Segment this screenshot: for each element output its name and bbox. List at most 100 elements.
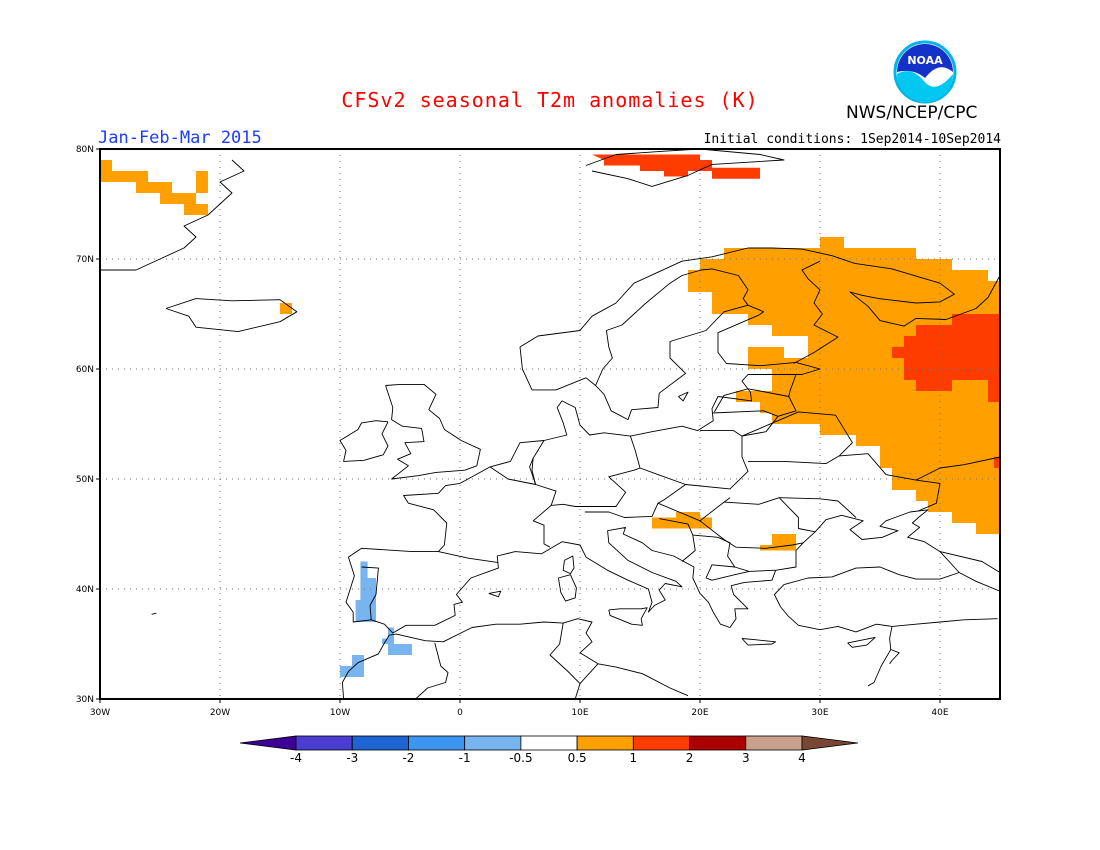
country-border [489, 457, 537, 485]
coastline [151, 612, 157, 615]
country-border [705, 570, 750, 581]
lat-tick-label: 60N [76, 365, 94, 375]
initial-conditions: Initial conditions: 1Sep2014-10Sep2014 [703, 132, 1001, 147]
colorbar-label: 1 [630, 751, 638, 765]
coastline [608, 607, 648, 626]
colorbar-label: -4 [290, 751, 302, 765]
country-border [531, 440, 641, 507]
coastline [488, 590, 502, 598]
colorbar-swatch [632, 735, 690, 751]
country-border [699, 520, 804, 549]
coastline [389, 618, 689, 697]
colorbar-swatch-max [801, 735, 859, 751]
colorbar-swatch [576, 735, 634, 751]
lat-tick-label: 30N [76, 695, 94, 705]
country-border [657, 497, 731, 522]
colorbar-label: 0.5 [568, 751, 587, 765]
anomaly-region-svalbard [592, 154, 712, 177]
country-border [701, 268, 749, 306]
anomaly-region-morocco-n [382, 627, 412, 655]
colorbar-swatch [408, 735, 466, 751]
noaa-logo: NOAA [893, 40, 957, 104]
agency-label: NWS/NCEP/CPC [846, 103, 978, 123]
anomaly-fills [100, 154, 1000, 677]
colorbar-label: -1 [459, 751, 471, 765]
colorbar-swatch [464, 735, 522, 751]
colorbar-swatch [351, 735, 409, 751]
coastline [519, 247, 1000, 348]
country-border [915, 456, 1000, 481]
coastline [385, 383, 481, 480]
country-border [438, 551, 499, 564]
country-border [741, 411, 853, 465]
lat-tick-label: 70N [76, 255, 94, 265]
country-border [415, 642, 449, 699]
map-title: CFSv2 seasonal T2m anomalies (K) [341, 88, 759, 112]
country-border [584, 484, 686, 518]
graticule [100, 149, 1000, 699]
noaa-logo-text: NOAA [907, 54, 943, 67]
colorbar-label: -2 [402, 751, 414, 765]
country-borders [361, 260, 1000, 699]
anomaly-region-portugal [355, 561, 376, 622]
coastline [562, 555, 575, 575]
colorbar-label: -3 [346, 751, 358, 765]
anomaly-region-svalbard-b [712, 167, 760, 179]
colorbar-label: 2 [686, 751, 694, 765]
coastline [341, 634, 390, 699]
forecast-period: Jan-Feb-Mar 2015 [98, 128, 262, 148]
country-border [532, 505, 552, 548]
lat-tick-label: 40N [76, 585, 94, 595]
anomaly-region-hungary [652, 512, 712, 529]
colorbar-label: 3 [742, 751, 750, 765]
colorbar-swatch [520, 735, 578, 751]
lon-tick-label: 30E [811, 708, 828, 718]
coastline [1060, 149, 1096, 160]
axis-ticks: 30W 20W 10W 0 10E 20E 30E 40E 30N 40N 50N 60N 70N 80N [76, 145, 949, 718]
anomaly-map: 30W 20W 10W 0 10E 20E 30E 40E 30N 40N 50N 60N 70N 80N [76, 145, 1096, 718]
colorbar-label: 4 [798, 751, 806, 765]
coastline [165, 298, 298, 333]
coastline [585, 149, 785, 187]
country-border [891, 618, 998, 627]
anomaly-region-iceland-east [280, 303, 292, 314]
country-border [734, 566, 776, 572]
coastline [678, 391, 689, 402]
colorbar-swatches [239, 735, 859, 751]
lon-tick-label: 0 [457, 708, 463, 718]
coastline [519, 304, 821, 421]
colorbar-swatch-min [239, 735, 297, 751]
country-border [939, 551, 1000, 573]
lon-tick-label: 40E [931, 708, 948, 718]
lat-tick-label: 50N [76, 475, 94, 485]
coastline [345, 368, 960, 687]
coastline [741, 638, 777, 646]
country-border [889, 649, 900, 665]
country-border [723, 497, 816, 533]
colorbar-label: -0.5 [509, 751, 532, 765]
anomaly-region-north-russia [688, 237, 1000, 534]
anomaly-region-greenland-east-b [196, 171, 208, 193]
country-border [714, 388, 789, 413]
colorbar-labels: -4 -3 -2 -1 -0.5 0.5 1 2 3 4 [290, 751, 806, 765]
lon-tick-label: 10W [330, 708, 350, 718]
coastline [557, 574, 577, 602]
country-border [579, 663, 599, 684]
colorbar-swatch [689, 735, 747, 751]
colorbar-swatch [295, 735, 353, 751]
anomaly-region-morocco-s [340, 655, 364, 677]
country-border [793, 260, 839, 364]
colorbar-swatch [745, 735, 803, 751]
country-border [711, 410, 779, 417]
lon-tick-label: 20W [210, 708, 230, 718]
anomaly-region-russia-warm-b [994, 457, 1000, 468]
lat-tick-label: 80N [76, 145, 94, 155]
country-border [549, 623, 581, 699]
noaa-logo-wave [897, 71, 953, 102]
country-border [958, 572, 1000, 592]
coastline [847, 636, 876, 648]
country-border [595, 269, 702, 386]
noaa-logo-sky [897, 44, 953, 78]
country-border [779, 497, 857, 518]
coastline [339, 420, 389, 462]
